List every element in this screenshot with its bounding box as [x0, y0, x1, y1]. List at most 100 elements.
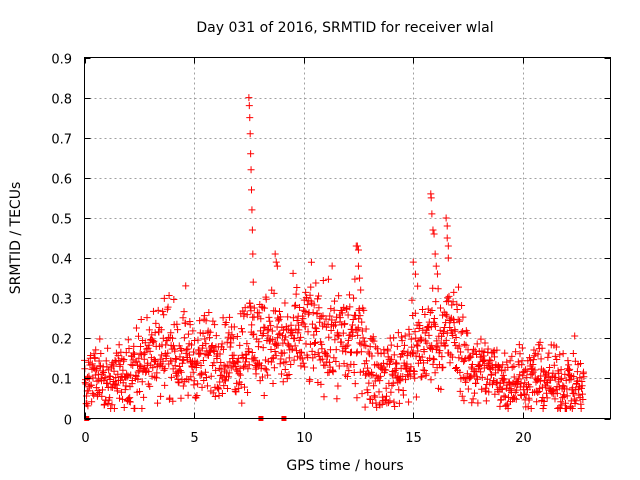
data-point — [401, 332, 409, 340]
data-point — [268, 327, 276, 335]
data-point — [276, 360, 284, 368]
data-point — [553, 389, 561, 397]
data-point — [168, 334, 176, 342]
data-point — [101, 374, 109, 382]
data-point — [106, 372, 114, 380]
data-point — [103, 379, 111, 387]
data-point — [84, 387, 92, 395]
x-tick-label: 10 — [296, 431, 313, 446]
data-point — [290, 356, 298, 364]
data-point — [240, 310, 248, 318]
data-point — [495, 384, 503, 392]
data-point — [272, 258, 280, 266]
data-point — [215, 385, 223, 393]
data-point — [558, 401, 566, 409]
data-point — [250, 304, 258, 312]
data-point — [137, 316, 145, 324]
data-point — [211, 321, 219, 329]
data-point — [247, 166, 255, 174]
data-point — [356, 339, 364, 347]
data-point — [101, 400, 109, 408]
data-point — [266, 317, 274, 325]
data-point — [344, 311, 352, 319]
data-point — [345, 291, 353, 299]
data-point — [569, 349, 577, 357]
data-point — [250, 330, 258, 338]
data-point — [425, 331, 433, 339]
data-point — [363, 364, 371, 372]
data-point — [560, 393, 568, 401]
data-point — [540, 397, 548, 405]
data-point — [444, 297, 452, 305]
data-point — [312, 279, 320, 287]
data-point — [265, 313, 273, 321]
data-point — [463, 370, 471, 378]
data-point — [172, 355, 180, 363]
data-point — [227, 364, 235, 372]
data-point — [111, 380, 119, 388]
data-point — [372, 343, 380, 351]
data-point — [348, 332, 356, 340]
data-point — [536, 338, 544, 346]
data-point — [436, 347, 444, 355]
data-point — [557, 374, 565, 382]
data-point — [264, 357, 272, 365]
data-point — [453, 305, 461, 313]
data-point — [503, 358, 511, 366]
data-point — [307, 258, 315, 266]
data-point — [151, 329, 159, 337]
data-point — [449, 298, 457, 306]
data-point — [184, 391, 192, 399]
data-point — [429, 355, 437, 363]
data-point — [416, 322, 424, 330]
data-point — [306, 291, 314, 299]
data-point — [515, 341, 523, 349]
data-point — [349, 315, 357, 323]
data-point — [203, 382, 211, 390]
data-point — [378, 401, 386, 409]
data-point — [365, 379, 373, 387]
data-point — [116, 361, 124, 369]
data-point — [455, 342, 463, 350]
data-point — [497, 396, 505, 404]
data-point — [248, 321, 256, 329]
data-point — [467, 353, 475, 361]
data-point — [356, 368, 364, 376]
data-point — [296, 304, 304, 312]
data-point — [572, 397, 580, 405]
data-point — [246, 130, 254, 138]
data-point — [460, 340, 468, 348]
data-point — [344, 341, 352, 349]
data-point — [414, 347, 422, 355]
data-point — [204, 351, 212, 359]
data-point — [140, 355, 148, 363]
data-point — [226, 313, 234, 321]
data-point — [202, 340, 210, 348]
data-point — [528, 370, 536, 378]
data-point — [481, 357, 489, 365]
data-point — [293, 316, 301, 324]
data-point — [576, 360, 584, 368]
data-point — [141, 339, 149, 347]
data-point — [370, 337, 378, 345]
data-point — [555, 369, 563, 377]
data-point — [355, 315, 363, 323]
data-point — [390, 398, 398, 406]
data-point — [454, 316, 462, 324]
data-point — [154, 399, 162, 407]
data-point — [221, 376, 229, 384]
data-point — [445, 292, 453, 300]
data-point — [557, 366, 565, 374]
data-point — [501, 349, 509, 357]
data-point — [500, 375, 508, 383]
data-point — [350, 369, 358, 377]
data-point — [289, 269, 297, 277]
data-point — [384, 347, 392, 355]
data-point — [394, 329, 402, 337]
data-point — [314, 378, 322, 386]
data-point — [207, 372, 215, 380]
data-point — [458, 301, 466, 309]
data-point — [154, 306, 162, 314]
data-point — [324, 275, 332, 283]
data-point — [254, 360, 262, 368]
